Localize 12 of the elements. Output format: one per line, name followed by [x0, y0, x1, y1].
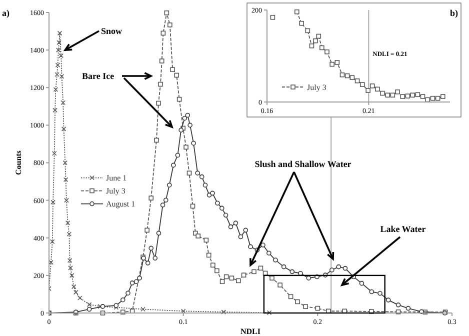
- y-axis-title: Counts: [14, 150, 23, 175]
- annotation: b): [450, 8, 458, 18]
- annotation: Slush and Shallow Water: [254, 159, 352, 169]
- annotation: Snow: [101, 26, 123, 36]
- annotation: Lake Water: [380, 224, 426, 234]
- x-axis-title: NDLI: [240, 327, 261, 336]
- legend-label: August 1: [106, 200, 136, 209]
- annotation: Bare Ice: [82, 71, 114, 81]
- legend-label: June 1: [106, 174, 127, 183]
- legend-label: July 3: [307, 82, 326, 92]
- text: a): [2, 8, 10, 18]
- legend-label: July 3: [106, 186, 126, 196]
